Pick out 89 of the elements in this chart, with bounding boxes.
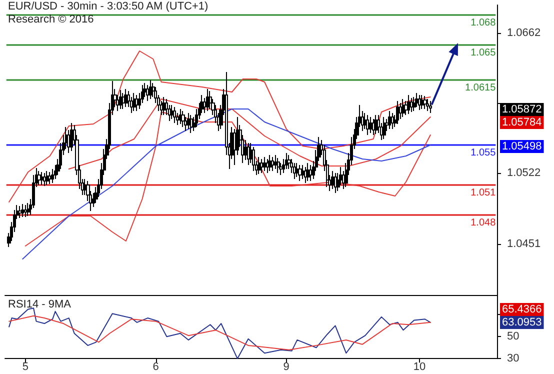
candlestick bbox=[162, 96, 166, 116]
y-tick-label: 30 bbox=[507, 352, 520, 365]
candlestick bbox=[285, 152, 288, 170]
candlestick bbox=[402, 98, 405, 118]
candlestick bbox=[410, 98, 413, 112]
text: 63.0953 bbox=[502, 316, 542, 328]
y-tick-label: 1.0662 bbox=[507, 27, 541, 39]
candlestick bbox=[334, 172, 337, 194]
ref-line-label: 1.051 bbox=[470, 188, 496, 198]
candlestick bbox=[40, 172, 43, 186]
ref-line-label: 1.048 bbox=[470, 218, 496, 228]
candlestick bbox=[298, 164, 302, 182]
candlestick bbox=[423, 96, 427, 110]
x-tick-label: 9 bbox=[283, 361, 290, 374]
chart-title: RSI14 - 9MA bbox=[8, 298, 72, 310]
candlestick bbox=[18, 206, 22, 218]
candlestick bbox=[51, 168, 54, 184]
candlestick bbox=[396, 100, 399, 124]
candlestick bbox=[301, 164, 304, 180]
candlestick bbox=[287, 154, 291, 170]
y-tick-label: 1.0522 bbox=[507, 167, 541, 179]
candlestick bbox=[43, 172, 46, 186]
x-tick-label: 5 bbox=[22, 361, 28, 374]
text: 1.05872 bbox=[502, 104, 542, 116]
candlestick bbox=[37, 170, 41, 186]
candlestick bbox=[24, 204, 27, 218]
candlestick bbox=[149, 80, 152, 100]
candlestick bbox=[407, 94, 410, 114]
candlestick bbox=[46, 170, 49, 186]
candlestick bbox=[271, 156, 274, 172]
ref-line-label: 1.055 bbox=[470, 148, 496, 158]
candlestick bbox=[418, 94, 421, 110]
candlestick bbox=[277, 158, 280, 174]
candlestick bbox=[415, 92, 418, 108]
line-series bbox=[8, 50, 431, 202]
candlestick bbox=[383, 116, 386, 140]
x-tick-label: 10 bbox=[413, 361, 426, 374]
candlestick bbox=[266, 158, 269, 174]
candlestick bbox=[179, 108, 182, 124]
candlestick bbox=[124, 88, 128, 108]
text: 65.4366 bbox=[502, 304, 542, 316]
line-series bbox=[8, 315, 431, 350]
line-series bbox=[68, 98, 431, 170]
candlestick bbox=[306, 162, 310, 182]
candlestick bbox=[252, 146, 255, 172]
candlestick bbox=[263, 156, 266, 172]
candlestick bbox=[274, 154, 277, 170]
ref-line-label: 1.068 bbox=[470, 18, 496, 28]
candlestick bbox=[187, 112, 190, 130]
candlestick bbox=[388, 110, 391, 130]
candlestick bbox=[181, 110, 185, 128]
candlestick bbox=[171, 104, 174, 120]
y-tick-label: 1.0451 bbox=[507, 238, 541, 250]
chart-title: EUR/USD - 30min - 3:03:50 AM (UTC+1) bbox=[8, 0, 208, 12]
text: 1.05784 bbox=[502, 116, 542, 128]
x-tick-label: 6 bbox=[152, 361, 159, 374]
candlestick bbox=[309, 164, 312, 182]
candlestick bbox=[70, 122, 73, 152]
candlestick bbox=[366, 114, 369, 136]
candlestick bbox=[21, 204, 24, 218]
y-tick-label: 50 bbox=[507, 330, 520, 343]
candlestick bbox=[296, 162, 299, 178]
candlestick bbox=[374, 114, 378, 134]
candlestick bbox=[119, 90, 122, 110]
candlestick bbox=[369, 116, 372, 134]
text: 1.05498 bbox=[502, 140, 542, 152]
candlestick bbox=[421, 94, 424, 110]
candlestick bbox=[304, 166, 307, 184]
candlestick bbox=[133, 92, 136, 112]
candlestick bbox=[135, 94, 138, 112]
candlestick bbox=[391, 112, 394, 130]
candlestick bbox=[412, 96, 416, 112]
candlestick bbox=[206, 88, 209, 112]
candlestick bbox=[331, 170, 334, 190]
candlestick bbox=[48, 172, 51, 184]
candlestick bbox=[190, 114, 193, 134]
candlestick bbox=[426, 98, 429, 112]
candlestick bbox=[122, 92, 125, 110]
candlestick bbox=[27, 202, 30, 216]
candlestick bbox=[258, 156, 261, 174]
candlestick bbox=[173, 106, 176, 124]
candlestick bbox=[429, 100, 432, 114]
candlestick bbox=[293, 162, 296, 180]
ref-line-label: 1.065 bbox=[470, 48, 496, 58]
candlestick bbox=[260, 158, 263, 174]
line-series bbox=[8, 308, 431, 360]
text: Research © 2016 bbox=[8, 14, 94, 26]
ref-line-label: 1.0615 bbox=[465, 82, 496, 94]
candlestick bbox=[268, 154, 272, 172]
